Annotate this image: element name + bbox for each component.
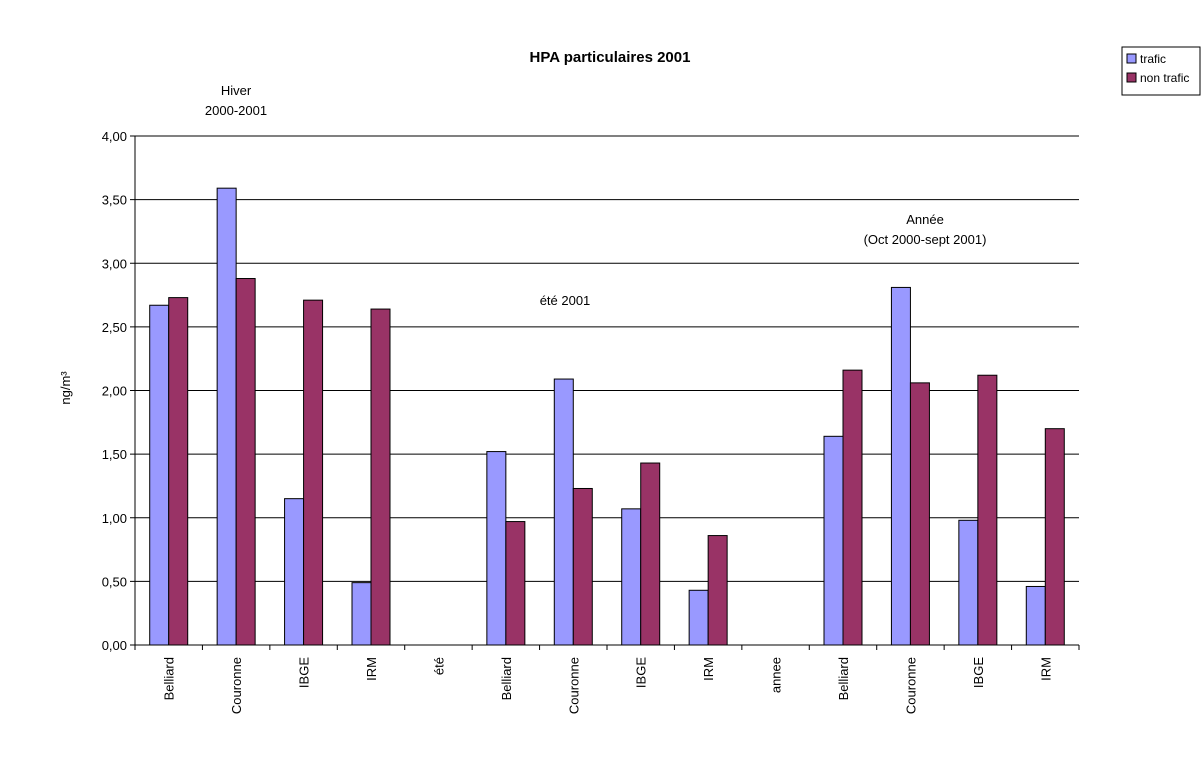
y-tick-label: 1,50 xyxy=(102,447,127,462)
bar-trafic xyxy=(621,508,642,646)
bar-trafic xyxy=(1025,585,1046,646)
y-axis-label: ng/m³ xyxy=(58,371,73,405)
x-tick-label: Belliard xyxy=(499,657,514,700)
bar-trafic xyxy=(553,378,574,646)
bar-non-trafic xyxy=(640,462,661,646)
bar-non-trafic xyxy=(505,521,526,646)
bar-trafic xyxy=(351,582,372,646)
annotation-text: Hiver xyxy=(221,83,252,98)
y-tick-label: 2,00 xyxy=(102,384,127,399)
axes xyxy=(130,135,1080,650)
x-tick-label: Couronne xyxy=(229,657,244,714)
gridlines xyxy=(135,135,1079,582)
chart-title: HPA particulaires 2001 xyxy=(530,49,691,66)
y-tick-label: 1,00 xyxy=(102,511,127,526)
legend-label: non trafic xyxy=(1140,71,1189,85)
bar-trafic xyxy=(823,435,844,646)
legend-swatch xyxy=(1126,72,1137,83)
x-tick-label: annee xyxy=(769,657,784,693)
x-tick-label: IBGE xyxy=(971,657,986,688)
x-tick-label: IBGE xyxy=(634,657,649,688)
x-tick-label: Couronne xyxy=(903,657,918,714)
x-tick-label: IBGE xyxy=(297,657,312,688)
bar-trafic xyxy=(216,187,237,646)
bar-trafic xyxy=(284,498,305,646)
annotations: Hiver 2000-2001 été 2001 Année (Oct 2000-sep… xyxy=(205,83,987,308)
annotation-text: 2000-2001 xyxy=(205,103,267,118)
bar-non-trafic xyxy=(1044,428,1065,646)
x-tick-label: Belliard xyxy=(836,657,851,700)
bars xyxy=(149,187,1065,646)
annotation-text: Année xyxy=(906,212,944,227)
bar-non-trafic xyxy=(572,487,593,646)
bar-non-trafic xyxy=(977,374,998,646)
bar-trafic xyxy=(486,451,507,646)
annotation-text: (Oct 2000-sept 2001) xyxy=(864,232,987,247)
x-tick-label: IRM xyxy=(701,657,716,681)
y-tick-label: 0,00 xyxy=(102,638,127,653)
y-tick-label: 3,50 xyxy=(102,193,127,208)
y-tick-label: 0,50 xyxy=(102,574,127,589)
bar-trafic xyxy=(688,589,709,646)
x-tick-label: Belliard xyxy=(162,657,177,700)
legend-box xyxy=(1121,46,1201,96)
bar-non-trafic xyxy=(168,297,189,646)
y-tick-label: 3,00 xyxy=(102,256,127,271)
x-tick-label: été xyxy=(431,657,446,675)
bar-non-trafic xyxy=(235,278,256,646)
legend: trafic non trafic xyxy=(1121,46,1201,96)
legend-label: trafic xyxy=(1140,52,1166,66)
x-tick-label: IRM xyxy=(364,657,379,681)
y-tick-label: 2,50 xyxy=(102,320,127,335)
bar-non-trafic xyxy=(303,299,324,646)
bar-trafic xyxy=(958,519,979,646)
x-tick-label: IRM xyxy=(1038,657,1053,681)
bar-trafic xyxy=(890,286,911,646)
y-tick-label: 4,00 xyxy=(102,129,127,144)
bar-non-trafic xyxy=(842,369,863,646)
annotation-text: été 2001 xyxy=(540,293,591,308)
legend-swatch xyxy=(1126,53,1137,64)
y-tick-labels: 0,00 0,50 1,00 1,50 2,00 2,50 3,00 3,50 4,00 xyxy=(102,129,127,653)
bar-non-trafic xyxy=(370,308,391,646)
bar-non-trafic xyxy=(707,535,728,646)
bar-non-trafic xyxy=(909,382,930,646)
x-tick-labels: Belliard Couronne IBGE IRM été Belliard Couron… xyxy=(162,657,1054,714)
bar-trafic xyxy=(149,304,170,646)
x-tick-label: Couronne xyxy=(566,657,581,714)
